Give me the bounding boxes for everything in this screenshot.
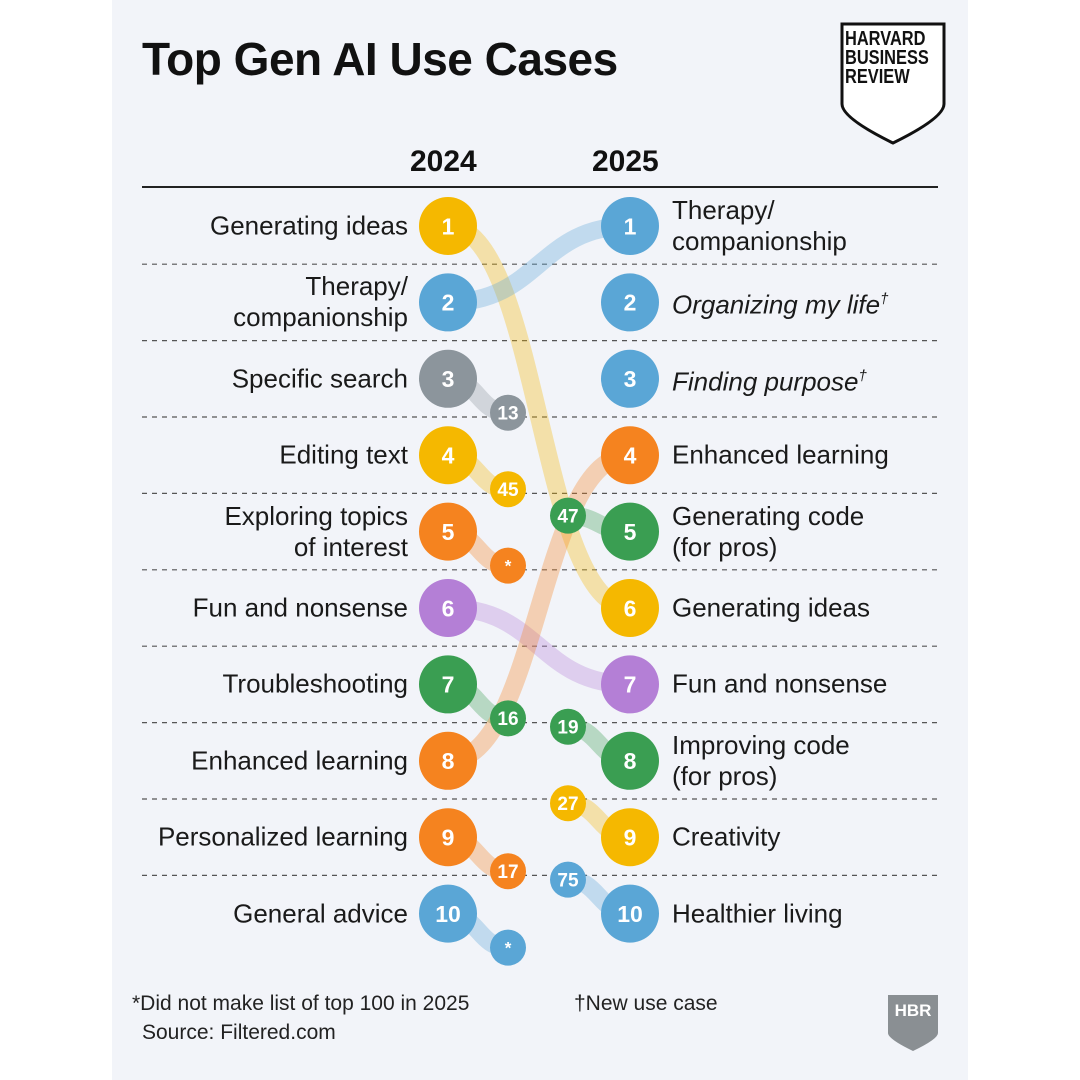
marker-2025-rank-5-label: 5	[624, 519, 637, 545]
label-2024-1: Generating ideas	[209, 210, 408, 241]
marker-2024-rank-8: 8	[419, 731, 477, 790]
marker-2024-rank-5: 5	[419, 502, 477, 561]
column-header-2024: 2024	[410, 145, 477, 178]
bubble-2025-rank-4-label: 45	[497, 480, 519, 501]
footnote-new-case: †New use case	[574, 992, 718, 1015]
marker-2025-rank-3: 3	[601, 349, 659, 408]
label-2025-4: Enhanced learning	[672, 439, 889, 470]
label-2025-7: Fun and nonsense	[672, 668, 888, 699]
marker-2025-rank-8: 8	[601, 731, 659, 790]
bubble-2025-rank-4: 45	[490, 471, 526, 508]
marker-2024-rank-10: 10	[419, 884, 477, 943]
column-header-2025: 2025	[592, 145, 659, 178]
flow-6	[439, 599, 639, 694]
flow-2	[439, 217, 639, 312]
marker-2024-rank-7: 7	[419, 655, 477, 714]
marker-2024-rank-4: 4	[419, 426, 477, 485]
label-2025-3: Finding purpose†	[672, 366, 867, 397]
hbr-logo-text: HARVARD BUSINESS REVIEW	[845, 28, 929, 88]
hbr-shield-logo	[840, 22, 946, 145]
marker-2025-rank-6: 6	[601, 579, 659, 637]
label-2024-5: Exploring topics of interest	[224, 500, 408, 562]
marker-2024-rank-3: 3	[419, 349, 477, 408]
marker-2024-rank-10-label: 10	[435, 901, 461, 927]
marker-2024-rank-2-label: 2	[442, 290, 455, 316]
marker-2025-rank-5: 5	[601, 502, 659, 561]
marker-2025-rank-2-label: 2	[624, 290, 637, 316]
marker-2025-rank-8-label: 8	[624, 748, 637, 774]
marker-2025-rank-10: 10	[601, 884, 659, 943]
bubble-2024-rank-10-label: 75	[557, 870, 579, 891]
marker-2025-rank-7-label: 7	[624, 672, 637, 698]
bubble-2024-rank-9-label: 27	[557, 794, 578, 815]
flow-1	[439, 217, 639, 617]
row-dividers	[142, 263, 938, 877]
marker-2025-rank-10-label: 10	[617, 901, 643, 927]
bubble-2024-rank-5-label: 47	[557, 506, 578, 527]
label-2025-9: Creativity	[672, 821, 781, 852]
header-rule	[142, 186, 938, 188]
marker-2025-rank-2: 2	[601, 273, 659, 332]
bubble-2024-rank-9: 27	[550, 785, 586, 822]
marker-2024-rank-9: 9	[419, 808, 477, 867]
label-2024-6: Fun and nonsense	[192, 592, 408, 623]
bubble-2024-rank-8: 19	[550, 708, 586, 745]
marker-2024-rank-7-label: 7	[442, 672, 455, 698]
label-2025-8: Improving code (for pros)	[672, 729, 850, 791]
marker-2024-rank-9-label: 9	[442, 824, 455, 850]
marker-2024-rank-6-label: 6	[442, 595, 455, 621]
source-note: Source: Filtered.com	[142, 1021, 336, 1044]
marker-2025-rank-3-label: 3	[624, 366, 637, 392]
label-2024-4: Editing text	[279, 439, 408, 470]
marker-2025-rank-1-label: 1	[624, 213, 637, 239]
bubble-2025-rank-7: 16	[490, 700, 526, 737]
marker-2024-rank-6: 6	[419, 579, 477, 637]
bubble-2025-rank-5: *	[490, 547, 526, 584]
label-2025-10: Healthier living	[672, 898, 843, 929]
chart-title: Top Gen AI Use Cases	[142, 33, 618, 85]
marker-2024-rank-4-label: 4	[442, 442, 455, 468]
bubble-2025-rank-9-label: 17	[497, 862, 518, 883]
bubble-2024-rank-10: 75	[550, 861, 586, 898]
marker-2025-rank-9: 9	[601, 808, 659, 867]
label-2025-2: Organizing my life†	[672, 289, 889, 320]
marker-2025-rank-1: 1	[601, 197, 659, 255]
label-2024-7: Troubleshooting	[222, 668, 409, 699]
bubble-2025-rank-3-label: 13	[497, 404, 518, 425]
footnote-not-top100: *Did not make list of top 100 in 2025	[132, 992, 470, 1015]
marker-2024-rank-5-label: 5	[442, 519, 455, 545]
bubble-2025-rank-9: 17	[490, 853, 526, 890]
marker-2024-rank-2: 2	[419, 273, 477, 332]
label-2024-9: Personalized learning	[157, 821, 408, 852]
marker-2025-rank-7: 7	[601, 655, 659, 714]
label-2024-3: Specific search	[231, 363, 408, 394]
marker-2025-rank-9-label: 9	[624, 824, 637, 850]
bubble-2025-rank-3: 13	[490, 394, 526, 431]
marker-2024-rank-1-label: 1	[442, 213, 455, 239]
label-2024-10: General advice	[233, 898, 408, 929]
marker-2025-rank-4-label: 4	[624, 442, 637, 468]
bubble-2025-rank-5-label: *	[505, 557, 512, 576]
label-2024-2: Therapy/ companionship	[233, 271, 408, 333]
label-2025-5: Generating code (for pros)	[672, 500, 865, 562]
label-2025-1: Therapy/ companionship	[672, 195, 847, 256]
label-2024-8: Enhanced learning	[191, 745, 408, 776]
bubble-2024-rank-8-label: 19	[557, 718, 578, 739]
marker-2024-rank-8-label: 8	[442, 748, 455, 774]
marker-2025-rank-6-label: 6	[624, 595, 637, 621]
marker-2024-rank-3-label: 3	[442, 366, 455, 392]
bubble-2024-rank-5: 47	[550, 497, 586, 534]
marker-2024-rank-1: 1	[419, 197, 477, 255]
marker-2025-rank-4: 4	[601, 426, 659, 485]
bubble-2025-rank-10-label: *	[505, 939, 512, 958]
chart-card	[112, 0, 968, 1080]
bubble-2025-rank-10: *	[490, 929, 526, 966]
rank-markers: 1 2 13 3 45 4 * 5 6 16 7 8 17 9 * 10 1 2 3 4 47 5 6 7 19 8 27 9 75 10	[419, 197, 659, 966]
hbr-badge-icon	[888, 995, 938, 1051]
label-2025-6: Generating ideas	[672, 592, 871, 623]
hbr-badge-label: HBR	[894, 1001, 932, 1020]
flow-8	[439, 446, 639, 770]
bubble-2025-rank-7-label: 16	[497, 709, 518, 730]
